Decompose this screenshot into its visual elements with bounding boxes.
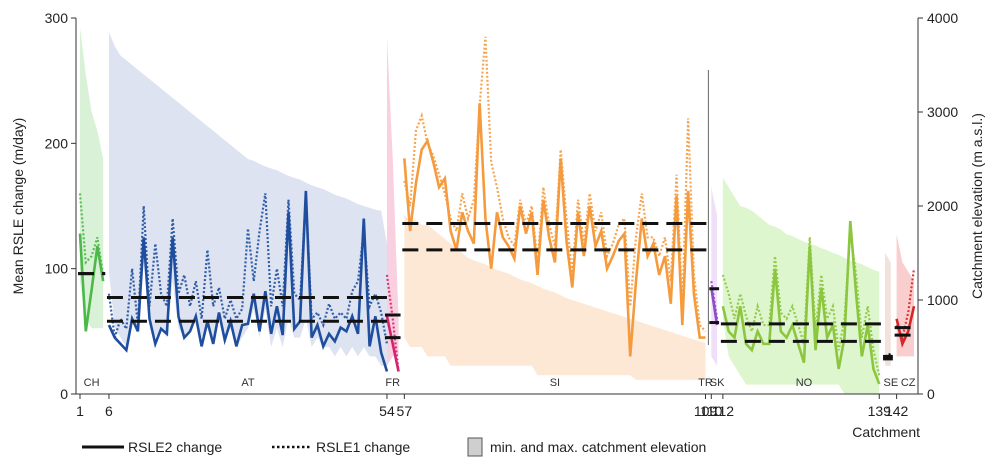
elevation-band-fr	[386, 36, 399, 366]
country-label-no: NO	[796, 377, 813, 389]
left-axis-title: Mean RSLE change (m/day)	[10, 118, 26, 295]
rsle2-line-ch	[78, 233, 105, 332]
legend-label-rsle1: RSLE1 change	[316, 439, 410, 455]
right-tick-label-2: 2000	[927, 198, 958, 214]
axes-layer	[71, 17, 923, 399]
left-tick-label-3: 300	[45, 10, 69, 26]
country-label-cz: CZ	[901, 377, 916, 389]
right-tick-label-4: 4000	[927, 10, 958, 26]
right-tick-label-3: 3000	[927, 104, 958, 120]
legend-label-elevation: min. and max. catchment elevation	[490, 439, 706, 455]
elevation-band-se	[885, 253, 891, 366]
country-label-at: AT	[241, 377, 255, 389]
x-tick-label-3: 57	[397, 403, 413, 419]
x-tick-label-1: 6	[105, 403, 113, 419]
x-tick-label-2: 54	[379, 403, 395, 419]
legend-fill-swatch	[467, 437, 483, 457]
rsle2-line-no	[721, 220, 881, 385]
rsle2-line-si	[403, 103, 706, 357]
country-label-se: SE	[883, 377, 898, 389]
rsle1-line-cz	[895, 268, 916, 341]
rsle1-line-fr	[385, 274, 400, 372]
country-label-ch: CH	[84, 377, 100, 389]
elevation-bands-layer	[80, 27, 914, 394]
x-tick-label-7: 139	[868, 403, 892, 419]
x-tick-label-8: 142	[885, 403, 909, 419]
country-label-sk: SK	[710, 377, 725, 389]
rsle2-line-sk	[710, 287, 719, 326]
elevation-band-sk	[711, 187, 718, 366]
x-tick-label-6: 112	[712, 403, 735, 419]
left-tick-label-1: 100	[45, 261, 69, 277]
x-tick-label-4: 109	[694, 403, 718, 419]
mean-lines-layer	[78, 222, 916, 361]
elevation-band-at	[108, 32, 387, 366]
x-tick-label-0: 1	[76, 403, 84, 419]
country-label-si: SI	[550, 377, 560, 389]
country-label-fr: FR	[385, 377, 400, 389]
legend: RSLE2 change RSLE1 change min. and max. …	[82, 437, 706, 457]
legend-label-rsle2: RSLE2 change	[128, 439, 222, 455]
rsle2-line-at	[107, 190, 389, 372]
country-label-tr: TR	[698, 377, 713, 389]
x-axis-title: Catchment	[852, 424, 920, 440]
left-tick-label-2: 200	[45, 135, 69, 151]
right-tick-label-0: 0	[927, 386, 935, 402]
rsle1-line-si	[403, 36, 707, 333]
rsle1-line-ch	[78, 193, 105, 276]
rsle2-line-cz	[895, 305, 916, 348]
left-tick-label-0: 0	[60, 386, 68, 402]
rsle2-line-fr	[385, 316, 400, 372]
right-tick-label-1: 1000	[927, 292, 958, 308]
x-tick-label-5: 110	[700, 403, 723, 419]
right-axis-title: Catchment elevation (m a.s.l.)	[969, 113, 985, 299]
